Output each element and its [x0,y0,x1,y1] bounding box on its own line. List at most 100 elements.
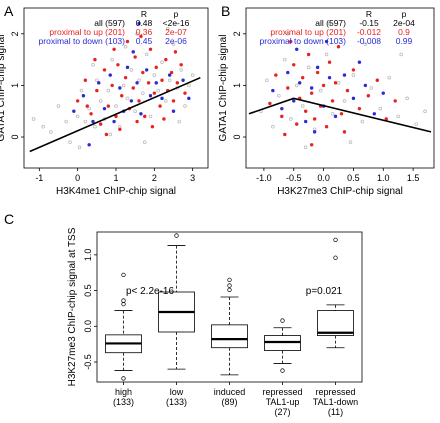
outlier-point [121,298,126,303]
point-proximal-to-down [187,96,191,101]
point-proximal-to-up [112,47,116,51]
point-proximal-to-up [85,104,89,108]
point-proximal-to-down [154,81,158,85]
y-axis-label: H3K27me3 ChIP-chip signal at TSS [67,227,78,386]
x-tick-label: -1.0 [256,173,272,183]
point-all [177,119,182,124]
point-all [342,99,347,103]
category-sublabel: TAL1-down [313,397,358,407]
point-proximal-to-up [280,114,284,119]
point-all [303,145,308,150]
y-tick-label: 1 [232,83,242,88]
category-label: repressed [262,387,302,397]
point-all [282,57,287,62]
point-proximal-to-down [309,86,314,90]
point-proximal-to-up [104,132,109,137]
scatter-panel-b: -1.0 -0.5 0.0 0.5 1.0 1.5 0 1 2 H3K27me3 ChIP-chi… [218,7,435,197]
point-all [83,119,88,124]
y-tick-label: 2 [232,31,242,36]
point-proximal-to-up [300,75,305,80]
point-all [110,57,114,62]
point-proximal-to-down [108,73,112,77]
point-proximal-to-up [179,63,183,67]
point-all [167,78,172,83]
point-proximal-to-down [324,39,329,44]
category-count: (27) [274,407,290,417]
point-all [156,88,160,93]
point-all [141,91,145,95]
point-proximal-to-up [146,81,151,85]
point-all [369,86,374,90]
point-proximal-to-up [339,112,344,116]
point-all [93,124,97,129]
point-proximal-to-down [292,99,296,103]
point-proximal-to-up [89,112,93,116]
point-all [129,68,134,72]
point-proximal-to-down [160,96,164,101]
point-proximal-to-down [333,114,338,119]
y-tick-label: 2 [10,31,20,36]
stats-label: all (597) [94,18,125,28]
point-all [91,62,95,67]
category-sublabel: TAL1-up [266,397,300,407]
outlier-point [174,233,179,238]
point-proximal-to-down [381,91,385,95]
point-proximal-to-up [384,117,388,121]
point-proximal-to-up [306,52,311,57]
p-value-annotation: p=0.021 [306,286,343,297]
point-all [396,114,400,119]
point-proximal-to-down [72,109,76,113]
point-all [285,32,290,36]
scatter-panel-a: -1 0 1 2 3 0 1 2 H3K4me1 ChIP-chip signal GATA1 C… [0,7,209,197]
stats-p-value: <2e-16 [163,18,190,28]
fit-line [248,97,432,133]
point-all [31,117,36,121]
point-all [142,140,147,144]
point-proximal-to-up [286,86,290,90]
point-all [164,99,168,103]
point-all [148,114,153,119]
fit-line [29,76,201,153]
point-all [277,93,281,98]
point-all [405,96,409,101]
point-proximal-to-down [363,83,368,88]
y-tick-label: 1.0 [83,249,93,262]
stats-r-value: 0.36 [136,27,153,37]
point-all [49,130,53,134]
point-proximal-to-down [148,94,153,98]
outlier-point [121,272,126,278]
x-axis-label: H3K27me3 ChIP-chip signal [277,186,403,197]
point-all [306,65,311,70]
x-tick-label: 0.5 [347,173,360,183]
point-proximal-to-down [135,81,139,85]
point-all [165,26,170,31]
stats-label: all (597) [315,18,346,28]
point-all [190,73,195,77]
point-proximal-to-up [131,86,135,90]
point-proximal-to-up [309,91,314,95]
point-proximal-to-up [152,91,157,95]
point-all [41,124,45,129]
point-all [137,78,141,83]
point-all [324,52,329,57]
point-all [87,106,91,111]
point-all [68,140,72,144]
x-axis-label: H3K4me1 ChIP-chip signal [56,186,176,197]
point-proximal-to-up [283,132,287,137]
box-iqr [317,310,354,336]
point-all [79,88,84,93]
point-proximal-to-up [160,78,164,82]
box-iqr [211,324,248,349]
point-all [114,104,118,108]
outlier-point [333,255,338,260]
point-proximal-to-down [303,119,308,124]
point-all [288,117,293,121]
x-tick-label: 3 [190,173,195,183]
category-count: (89) [221,397,237,407]
point-proximal-to-down [137,21,141,26]
y-tick-label: 0 [232,135,242,140]
point-proximal-to-up [312,117,317,121]
point-all [183,104,187,108]
y-tick-label: 0.0 [83,320,93,333]
stats-header-p: p [174,9,179,19]
